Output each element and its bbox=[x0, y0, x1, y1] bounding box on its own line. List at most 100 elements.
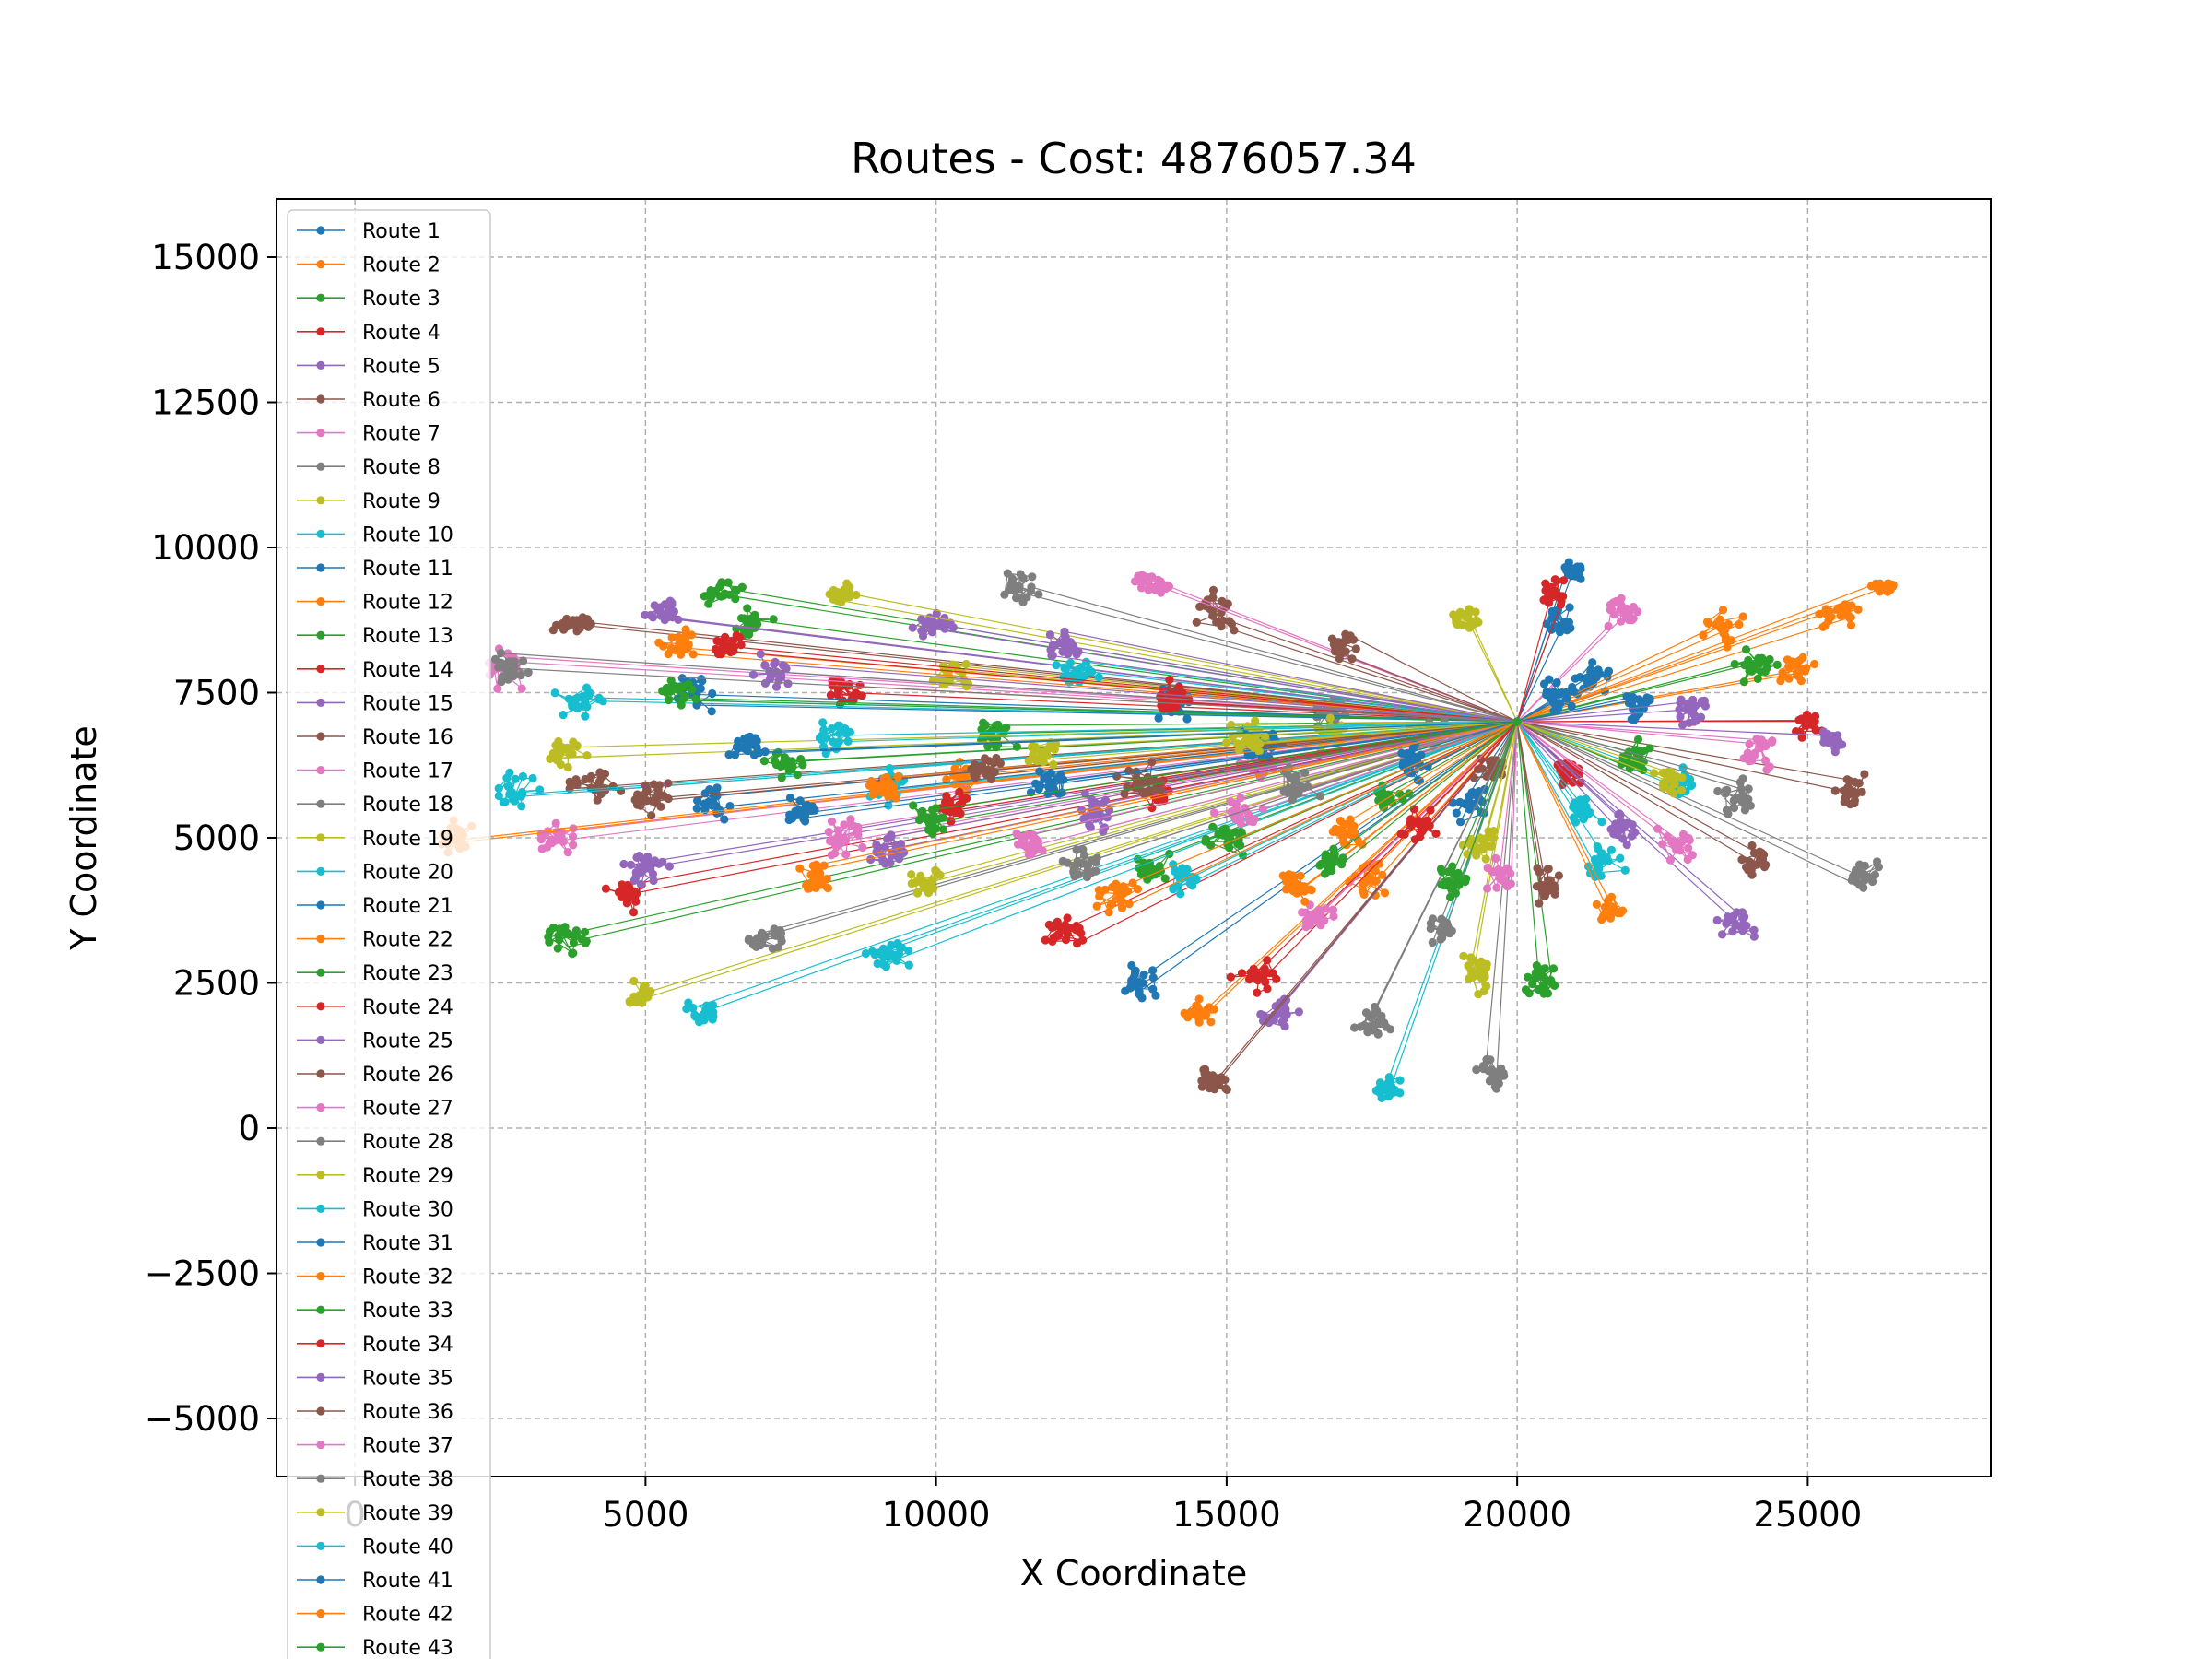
route-point bbox=[1220, 1076, 1230, 1085]
x-tick-label: 10000 bbox=[882, 1495, 991, 1535]
route-point bbox=[1364, 1022, 1373, 1031]
route-point bbox=[1796, 677, 1806, 686]
legend-label: Route 9 bbox=[362, 490, 441, 513]
route-point bbox=[886, 779, 895, 788]
route-point bbox=[580, 927, 590, 937]
route-point bbox=[1124, 900, 1134, 909]
route-point bbox=[981, 720, 990, 730]
route-point bbox=[1483, 884, 1492, 893]
route-point bbox=[1386, 1087, 1395, 1096]
route-point bbox=[891, 794, 900, 803]
route-point bbox=[1321, 904, 1330, 913]
legend-label: Route 29 bbox=[362, 1165, 453, 1188]
route-point bbox=[1541, 579, 1550, 588]
route-point bbox=[832, 587, 841, 596]
route-point bbox=[1077, 806, 1087, 815]
route-point bbox=[1559, 592, 1568, 601]
route-point bbox=[1488, 841, 1497, 851]
route-point bbox=[1448, 862, 1457, 871]
route-point bbox=[648, 869, 658, 879]
route-point bbox=[1178, 688, 1187, 698]
route-point bbox=[1426, 924, 1435, 934]
route-point bbox=[884, 801, 893, 810]
route-point bbox=[1063, 913, 1072, 923]
route-point bbox=[971, 760, 980, 770]
y-tick-label: 12500 bbox=[151, 383, 260, 423]
route-point bbox=[1622, 840, 1631, 850]
route-point bbox=[1653, 824, 1663, 833]
route-point bbox=[640, 994, 649, 1003]
legend-marker bbox=[316, 1575, 325, 1584]
route-point bbox=[1830, 743, 1840, 752]
route-point bbox=[571, 778, 580, 787]
route-point bbox=[1588, 658, 1597, 667]
route-point bbox=[1155, 862, 1164, 871]
legend-label: Route 30 bbox=[362, 1198, 453, 1221]
route-point bbox=[834, 737, 844, 747]
route-point bbox=[1721, 786, 1730, 795]
route-point bbox=[724, 750, 734, 759]
route-point bbox=[1380, 888, 1390, 898]
route-point bbox=[1347, 821, 1356, 831]
route-point bbox=[1005, 585, 1014, 594]
route-point bbox=[581, 938, 590, 947]
route-point bbox=[1616, 818, 1625, 827]
legend-marker bbox=[316, 529, 325, 539]
route-point bbox=[1377, 1016, 1386, 1025]
route-point bbox=[554, 753, 563, 763]
route-point bbox=[817, 879, 826, 888]
route-point bbox=[1810, 659, 1819, 669]
route-point bbox=[1351, 644, 1360, 653]
route-point bbox=[563, 762, 572, 772]
route-point bbox=[841, 724, 850, 734]
route-point bbox=[748, 940, 759, 949]
route-point bbox=[1465, 792, 1474, 801]
route-point bbox=[1465, 805, 1475, 814]
route-point bbox=[1209, 1005, 1218, 1014]
route-point bbox=[1228, 733, 1237, 742]
route-point bbox=[496, 649, 506, 658]
route-point bbox=[571, 932, 580, 941]
route-point bbox=[1046, 738, 1055, 747]
route-point bbox=[1495, 873, 1504, 882]
route-point bbox=[1678, 720, 1688, 730]
route-point bbox=[1160, 874, 1170, 883]
route-point bbox=[1280, 1022, 1289, 1031]
route-point bbox=[777, 773, 786, 782]
route-point bbox=[1488, 833, 1498, 842]
legend-box bbox=[287, 209, 491, 1659]
route-point bbox=[556, 759, 566, 770]
route-point bbox=[519, 656, 528, 665]
route-point bbox=[1512, 717, 1522, 726]
route-point bbox=[1738, 913, 1747, 924]
route-point bbox=[1739, 677, 1748, 687]
route-point bbox=[684, 679, 693, 689]
route-point bbox=[1347, 654, 1357, 664]
route-point bbox=[1616, 853, 1625, 863]
legend-marker bbox=[316, 1103, 325, 1112]
route-point bbox=[745, 935, 754, 944]
route-point bbox=[861, 948, 871, 959]
route-point bbox=[1586, 675, 1596, 684]
route-point bbox=[1778, 671, 1787, 681]
route-point bbox=[760, 932, 770, 941]
route-point bbox=[740, 742, 749, 751]
legend-marker bbox=[316, 1204, 325, 1213]
legend-marker bbox=[316, 597, 325, 606]
route-point bbox=[1335, 654, 1344, 664]
route-point bbox=[1431, 829, 1441, 839]
route-point bbox=[1119, 882, 1128, 891]
route-point bbox=[516, 671, 525, 680]
route-point bbox=[1359, 880, 1368, 889]
route-point bbox=[676, 650, 686, 659]
route-point bbox=[1373, 1030, 1382, 1039]
legend-label: Route 23 bbox=[362, 962, 453, 985]
legend-marker bbox=[316, 260, 325, 269]
legend-marker bbox=[316, 1171, 325, 1180]
route-point bbox=[1165, 676, 1174, 685]
route-point bbox=[1737, 855, 1747, 865]
route-point bbox=[581, 712, 590, 721]
legend-label: Route 12 bbox=[362, 592, 453, 615]
route-point bbox=[728, 636, 737, 645]
route-point bbox=[1688, 709, 1699, 718]
